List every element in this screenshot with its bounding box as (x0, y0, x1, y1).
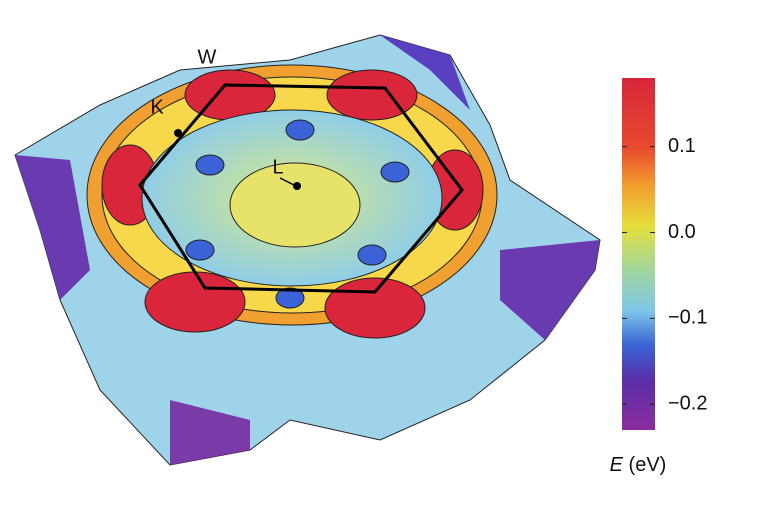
tick-label: −0.2 (668, 393, 707, 415)
tick-label: 0.0 (668, 221, 696, 243)
l-pointer (279, 177, 295, 186)
l-point (293, 182, 301, 190)
label-unit: (eV) (629, 454, 667, 476)
k-point (174, 129, 182, 137)
colorbar-label: E (eV) (610, 454, 667, 476)
energy-surface (14, 34, 601, 466)
label-symbol: E (610, 454, 624, 476)
colorbar (622, 78, 655, 430)
brillouin-zone (138, 83, 464, 294)
point-label: K (150, 96, 164, 118)
point-label: W (198, 46, 217, 68)
point-label: L (272, 156, 283, 178)
tick-label: 0.1 (668, 135, 696, 157)
tick-label: −0.1 (668, 307, 707, 329)
colorbar-ticks: 0.1 0.0 −0.1 −0.2 (622, 135, 707, 415)
